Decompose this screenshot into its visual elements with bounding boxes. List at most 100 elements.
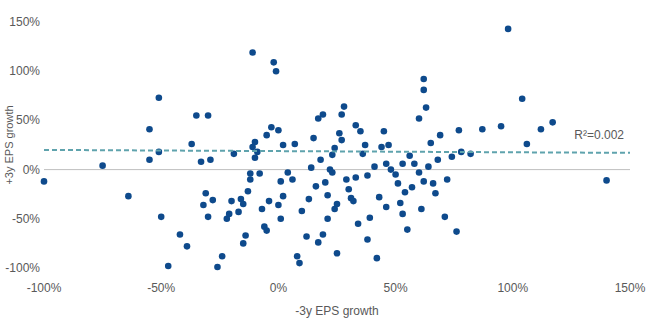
point <box>404 226 411 233</box>
point <box>277 178 284 185</box>
point <box>383 204 390 211</box>
point <box>296 260 303 267</box>
point <box>409 184 416 191</box>
point <box>299 208 306 215</box>
point <box>341 103 348 110</box>
point <box>158 214 165 221</box>
y-tick-label: 150% <box>9 15 40 29</box>
point <box>320 231 327 238</box>
point <box>367 215 374 222</box>
point <box>193 112 200 119</box>
point <box>256 170 263 177</box>
point <box>392 171 399 178</box>
point <box>329 152 336 159</box>
point <box>411 160 418 167</box>
point <box>456 127 463 134</box>
point <box>343 176 350 183</box>
point <box>378 144 385 151</box>
point <box>146 126 153 133</box>
point <box>294 253 301 260</box>
point <box>336 130 343 137</box>
point <box>315 239 322 246</box>
point <box>338 137 345 144</box>
x-tick-label: 50% <box>384 281 408 295</box>
point <box>207 156 214 163</box>
point <box>350 198 357 205</box>
point <box>434 156 441 163</box>
x-tick-label: -50% <box>147 281 175 295</box>
point <box>270 59 277 66</box>
point <box>280 142 287 149</box>
point <box>374 255 381 262</box>
point <box>423 104 430 111</box>
point <box>317 156 324 163</box>
point <box>420 178 427 185</box>
point <box>444 176 451 183</box>
x-tick-label: 0% <box>270 281 288 295</box>
point <box>235 209 242 216</box>
point <box>352 122 359 129</box>
point <box>324 192 331 199</box>
point <box>268 124 275 131</box>
chart: -100%-50%0%50%100%150%-100%-50%0%50%100%… <box>0 0 650 324</box>
point <box>362 142 369 149</box>
point <box>519 95 526 102</box>
point <box>376 194 383 201</box>
y-tick-label: 50% <box>16 113 40 127</box>
point <box>603 177 610 184</box>
point <box>524 141 531 148</box>
point <box>275 127 282 134</box>
point <box>200 202 207 209</box>
point <box>247 176 254 183</box>
point <box>479 126 486 133</box>
point <box>177 231 184 238</box>
point <box>418 206 425 213</box>
point <box>280 193 287 200</box>
point <box>371 163 378 170</box>
point <box>549 119 556 126</box>
point <box>292 141 299 148</box>
y-tick-label: -100% <box>5 261 40 275</box>
point <box>406 153 413 160</box>
point <box>416 169 423 176</box>
y-tick-label: -50% <box>12 212 40 226</box>
point <box>205 112 212 119</box>
point <box>345 186 352 193</box>
point <box>399 211 406 218</box>
point <box>320 111 327 118</box>
point <box>505 26 512 33</box>
point <box>165 263 172 270</box>
x-axis-line <box>44 169 630 170</box>
point <box>99 162 106 169</box>
plot-area <box>41 26 630 271</box>
point <box>402 189 409 196</box>
point <box>364 172 371 179</box>
point <box>263 132 270 139</box>
point <box>420 76 427 83</box>
point <box>209 197 216 204</box>
point <box>334 201 341 208</box>
point <box>420 87 427 94</box>
point <box>322 179 329 186</box>
point <box>430 180 437 187</box>
point <box>252 139 259 146</box>
point <box>395 180 402 187</box>
point <box>397 200 404 207</box>
point <box>228 198 235 205</box>
point <box>306 196 313 203</box>
point <box>427 140 434 147</box>
point <box>275 202 282 209</box>
point <box>357 128 364 135</box>
point <box>198 158 205 165</box>
point <box>146 156 153 163</box>
point <box>331 145 338 152</box>
point <box>329 169 336 176</box>
point <box>338 111 345 118</box>
point <box>442 214 449 221</box>
point <box>313 183 320 190</box>
point <box>383 160 390 167</box>
point <box>240 240 247 247</box>
point <box>205 214 212 221</box>
point <box>240 201 247 208</box>
point <box>416 115 423 122</box>
